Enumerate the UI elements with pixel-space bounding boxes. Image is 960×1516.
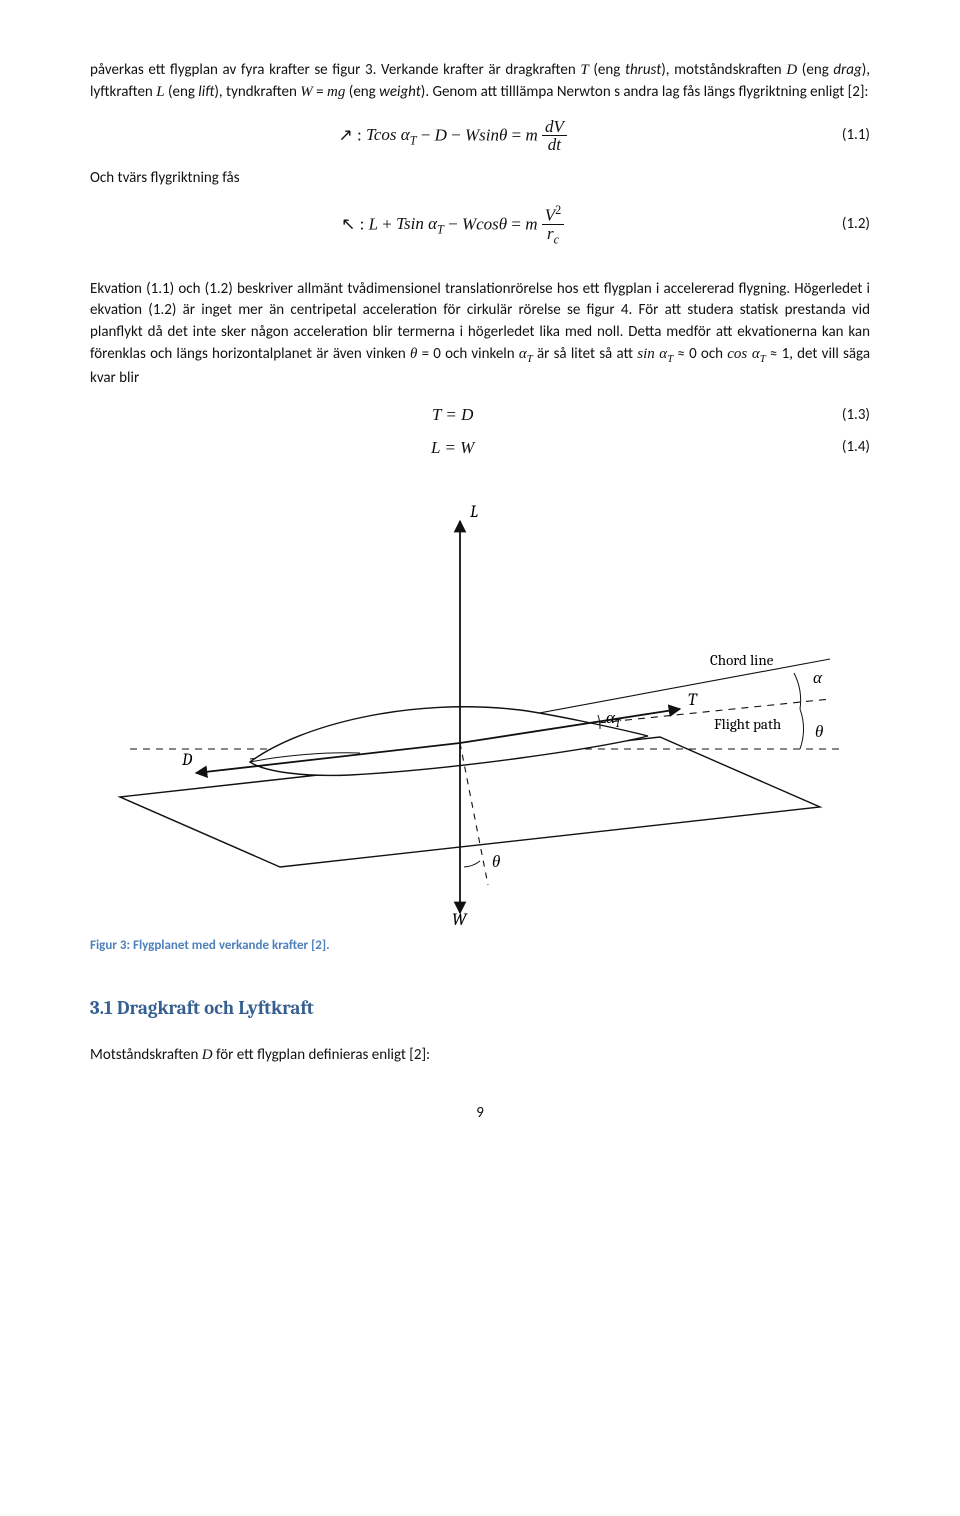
intertext: Och tvärs flygriktning fås — [90, 168, 870, 190]
txt: påverkas ett flygplan av fyra krafter se… — [90, 61, 580, 79]
figure-forces-diagram: L D T W θ α θ αT Chord line Flight path — [100, 487, 860, 927]
txt: drag — [833, 61, 861, 79]
label-theta: θ — [492, 853, 500, 872]
eqnum: (1.4) — [792, 437, 870, 459]
eqnum: (1.2) — [792, 214, 870, 236]
txt: weight — [379, 83, 421, 101]
section-heading: 3.1 Dragkraft och Lyftkraft — [90, 995, 870, 1023]
equation-1-3: T = D (1.3) — [90, 403, 870, 428]
txt: och — [697, 345, 728, 363]
eqnum: (1.1) — [792, 125, 870, 147]
txt: Motståndskraften — [90, 1046, 202, 1064]
txt: ). Genom att tilllämpa Nerwton s andra l… — [421, 83, 869, 101]
label-D: D — [181, 751, 193, 770]
eq-body: T = D — [432, 405, 473, 424]
figure-caption: Figur 3: Flygplanet med verkande krafter… — [90, 937, 870, 956]
equation-1-1: ↗ : Tcos αT − D − Wsinθ = m dVdt (1.1) — [90, 118, 870, 155]
label-L: L — [470, 503, 478, 522]
txt: (eng — [797, 61, 833, 79]
txt: ), motståndskraften — [661, 61, 786, 79]
equation-1-4: L = W (1.4) — [90, 436, 870, 461]
svg-text:αT: αT — [606, 709, 622, 730]
body-paragraph: Ekvation (1.1) och (1.2) beskriver allmä… — [90, 279, 870, 390]
section-paragraph: Motståndskraften D för ett flygplan defi… — [90, 1045, 870, 1067]
txt: för ett flygplan definieras enligt [2]: — [213, 1046, 430, 1064]
label-W: W — [452, 911, 468, 927]
label-alpha: α — [813, 669, 823, 688]
txt: ), tyndkraften — [214, 83, 300, 101]
txt: är så litet så att — [533, 345, 638, 363]
txt: (eng — [165, 83, 199, 101]
equation-1-2: ↖ : L + Tsin αT − Wcosθ = m V2rc (1.2) — [90, 204, 870, 247]
label-T: T — [688, 691, 698, 710]
txt: (eng — [345, 83, 379, 101]
label-theta-side: θ — [815, 723, 823, 742]
txt: lift — [198, 83, 214, 101]
eqnum: (1.3) — [792, 405, 870, 427]
page-number: 9 — [90, 1103, 870, 1125]
eq-body: L = W — [431, 438, 474, 457]
txt: (eng — [589, 61, 625, 79]
txt: thrust — [625, 61, 661, 79]
label-chord: Chord line — [710, 651, 774, 669]
intro-paragraph: påverkas ett flygplan av fyra krafter se… — [90, 60, 870, 104]
txt: och vinkeln — [441, 345, 519, 363]
label-flight: Flight path — [714, 715, 782, 733]
